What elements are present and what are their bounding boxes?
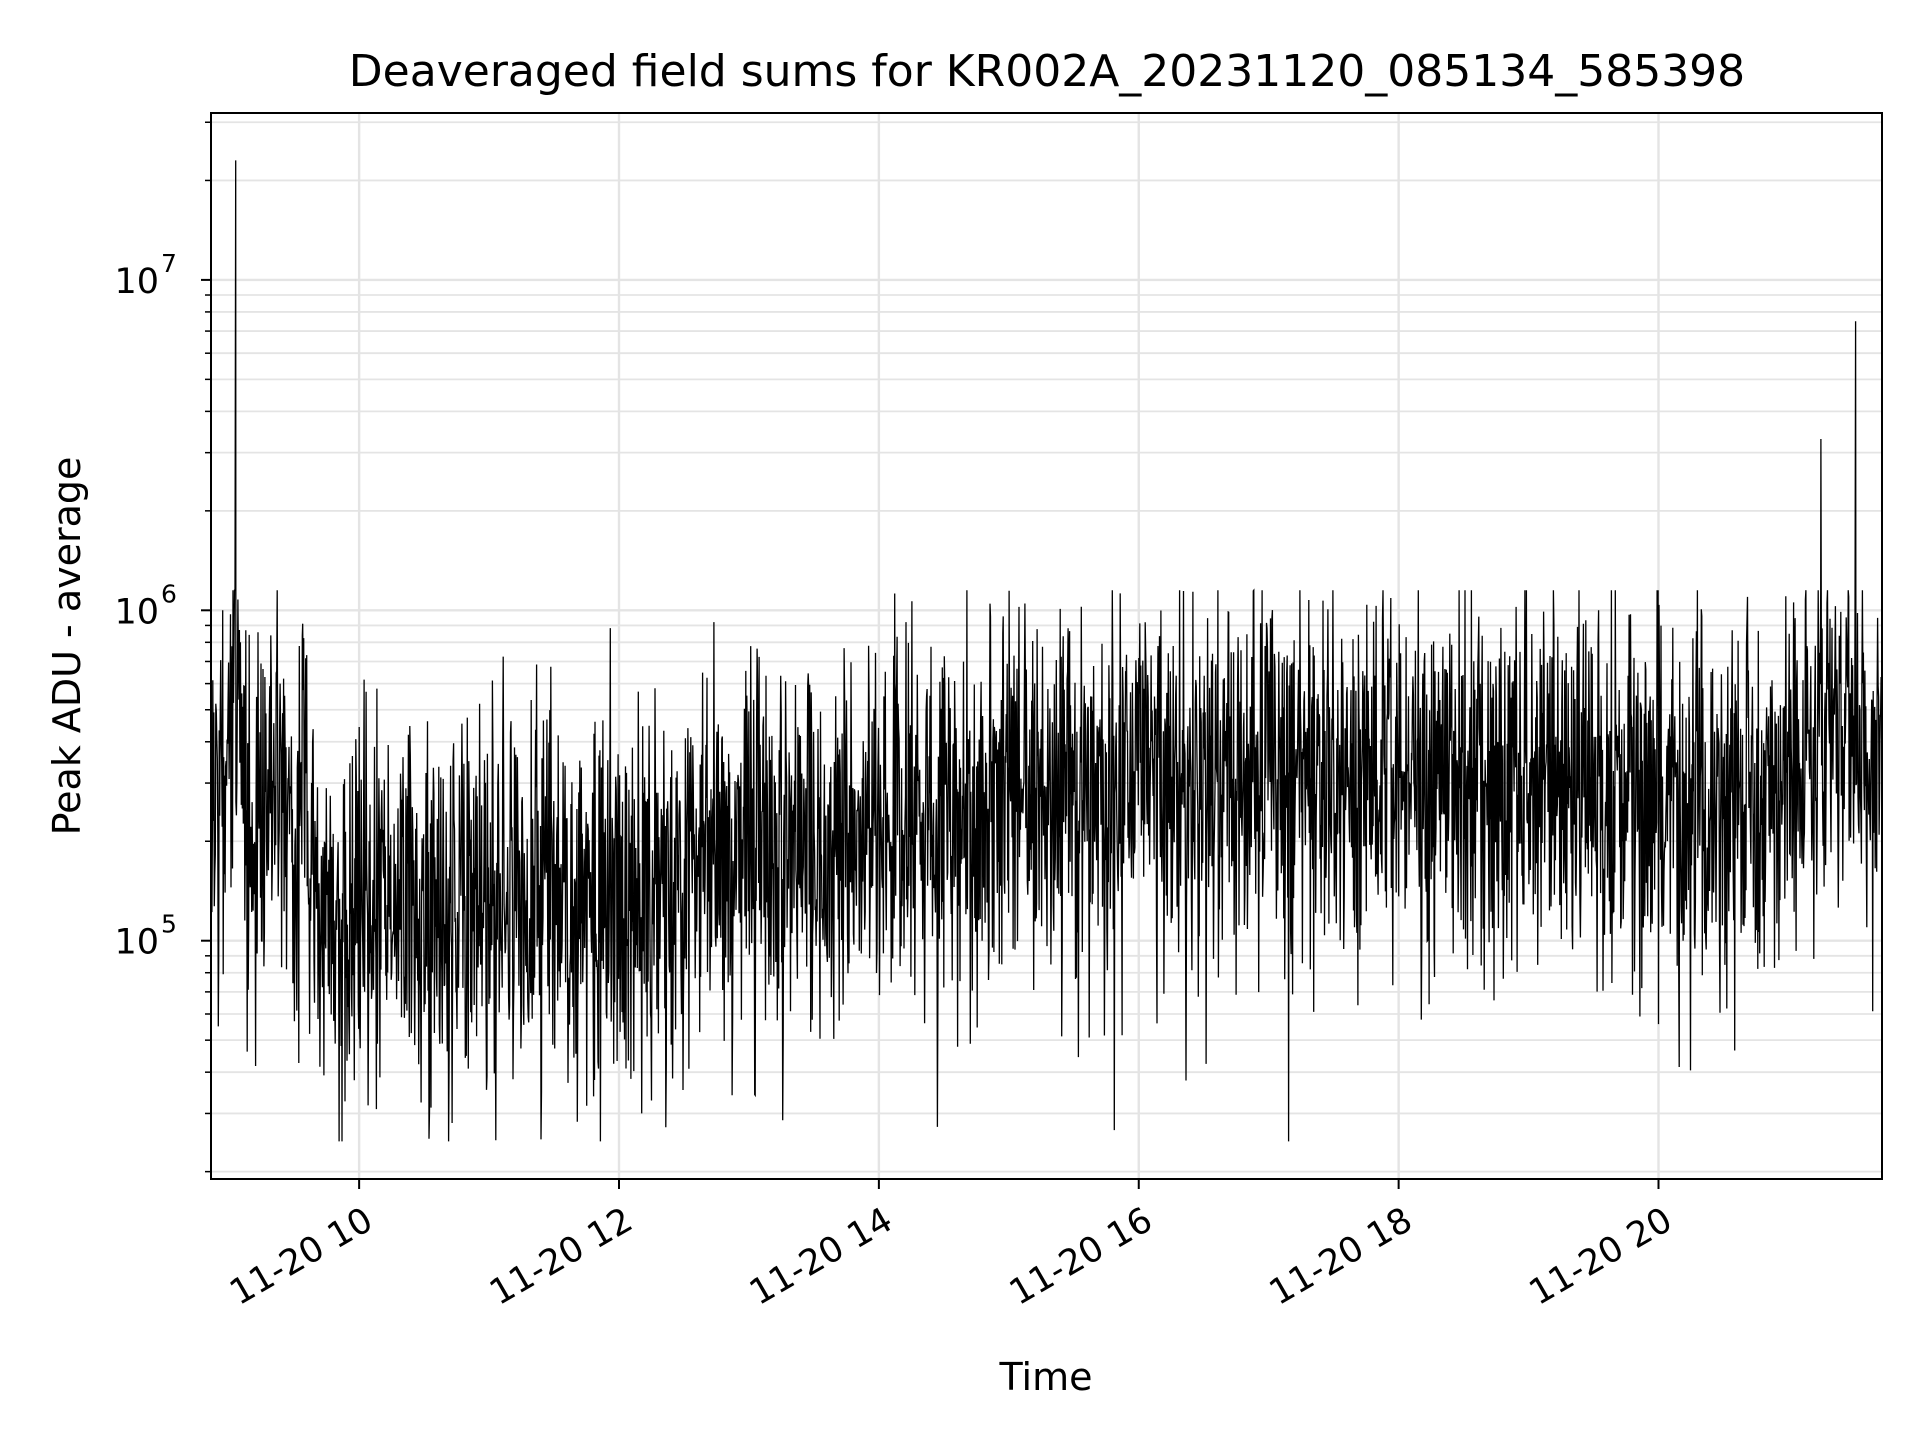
y-tick-base: 10	[114, 923, 159, 963]
x-axis: 11-20 10 11-20 12 11-20 14 11-20 16 11-20 18…	[223, 1179, 1679, 1313]
y-tick-label: 10 5	[114, 910, 176, 963]
plot-frame	[210, 112, 1883, 1180]
series	[211, 160, 1883, 1142]
chart-title: Deaveraged field sums for KR002A_2023112…	[349, 46, 1745, 97]
y-tick-exponent: 6	[161, 579, 177, 608]
x-tick-label: 11-20 12	[483, 1200, 639, 1313]
y-tick-label: 10 6	[114, 579, 176, 632]
y-tick-base: 10	[114, 592, 159, 632]
y-tick-exponent: 7	[161, 249, 177, 278]
x-tick-label: 11-20 10	[223, 1200, 379, 1313]
series-line	[211, 160, 1883, 1142]
y-axis-label: Peak ADU - average	[45, 457, 89, 836]
x-tick-label: 11-20 14	[743, 1200, 899, 1313]
x-tick-label: 11-20 20	[1523, 1200, 1679, 1313]
y-tick-base: 10	[114, 262, 159, 302]
x-tick-label: 11-20 16	[1003, 1200, 1159, 1313]
y-tick-exponent: 5	[161, 910, 177, 939]
grid	[211, 113, 1882, 1179]
x-tick-label: 11-20 18	[1263, 1200, 1419, 1313]
y-tick-label: 10 7	[114, 249, 176, 302]
x-axis-label: Time	[999, 1355, 1093, 1399]
